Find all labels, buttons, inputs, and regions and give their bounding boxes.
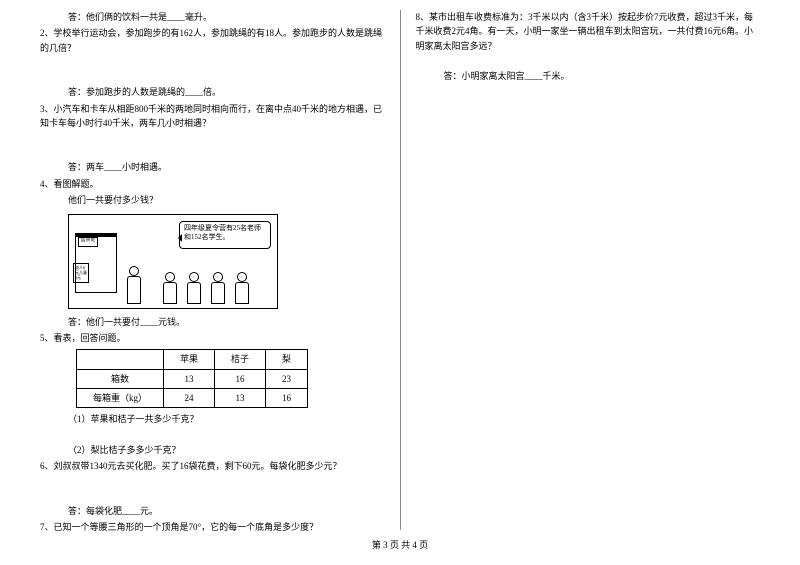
q5-1: （1）苹果和桔子一共多少千克？ [40, 412, 385, 426]
table-header-row: 苹果 桔子 梨 [77, 350, 308, 369]
table-row: 箱数 13 16 23 [77, 369, 308, 388]
q5-text: 5、看表，回答问题。 [40, 331, 385, 345]
spacer [40, 57, 385, 85]
person-icon [185, 272, 203, 304]
data-table: 苹果 桔子 梨 箱数 13 16 23 每箱重（kg） 24 13 16 [76, 349, 308, 408]
table-row: 每箱重（kg） 24 13 16 [77, 389, 308, 408]
table-cell: 每箱重（kg） [77, 389, 164, 408]
spacer [40, 132, 385, 160]
table-cell: 23 [266, 369, 308, 388]
table-cell: 16 [266, 389, 308, 408]
q5-2: （2）梨比桔子多多少千克？ [40, 443, 385, 457]
q4-answer: 答：他们一共要付____元钱。 [40, 315, 385, 329]
q3-text: 3、小汽车和卡车从相距800千米的两地同时相向而行，在离中点40千米的地方相遇，… [40, 102, 385, 131]
table-header: 桔子 [215, 350, 266, 369]
q3-answer: 答：两车____小时相遇。 [40, 160, 385, 174]
left-column: 答：他们俩的饮料一共是____毫升。 2、学校举行运动会，参加跑步的有162人，… [40, 10, 400, 530]
q2-answer: 答：参加跑步的人数是跳绳的____倍。 [40, 85, 385, 99]
q2-text: 2、学校举行运动会，参加跑步的有162人，参加跳绳的有18人。参加跑步的人数是跳… [40, 26, 385, 55]
q8-text: 8、某市出租车收费标准为：3千米以内（含3千米）按起步价7元收费，超过3千米，每… [416, 10, 761, 53]
spacer [416, 55, 761, 69]
person-icon [161, 272, 179, 304]
table-cell: 24 [164, 389, 215, 408]
table-cell: 13 [215, 389, 266, 408]
page-footer: 第 3 页 共 4 页 [0, 538, 800, 551]
table-cell: 箱数 [77, 369, 164, 388]
table-header: 梨 [266, 350, 308, 369]
spacer [40, 476, 385, 504]
person-icon [233, 272, 251, 304]
right-column: 8、某市出租车收费标准为：3千米以内（含3千米）按起步价7元收费，超过3千米，每… [400, 10, 761, 530]
q4-text: 4、看图解题。 [40, 177, 385, 191]
table-cell: 16 [215, 369, 266, 388]
illustration: 售票处 成人6元儿童4元 四年级夏令营有25名老师和152名学生。 [68, 214, 278, 309]
booth-sign: 售票处 [78, 237, 98, 247]
q1-answer: 答：他们俩的饮料一共是____毫升。 [40, 10, 385, 24]
spacer [40, 429, 385, 443]
q7-text: 7、已知一个等腰三角形的一个顶角是70°，它的每一个底角是多少度？ [40, 520, 385, 534]
table-header: 苹果 [164, 350, 215, 369]
q6-answer: 答：每袋化肥____元。 [40, 504, 385, 518]
table-cell: 13 [164, 369, 215, 388]
person-icon [209, 272, 227, 304]
page-container: 答：他们俩的饮料一共是____毫升。 2、学校举行运动会，参加跑步的有162人，… [0, 0, 800, 530]
q6-text: 6、刘叔叔带1340元去买化肥。买了16袋花费，剩下60元。每袋化肥多少元？ [40, 459, 385, 473]
table-header [77, 350, 164, 369]
person-icon [125, 266, 143, 304]
price-sign: 成人6元儿童4元 [73, 263, 89, 283]
speech-bubble: 四年级夏令营有25名老师和152名学生。 [179, 221, 271, 249]
q8-answer: 答：小明家离太阳宫____千米。 [416, 69, 761, 83]
q4-sub: 他们一共要付多少钱？ [40, 193, 385, 207]
